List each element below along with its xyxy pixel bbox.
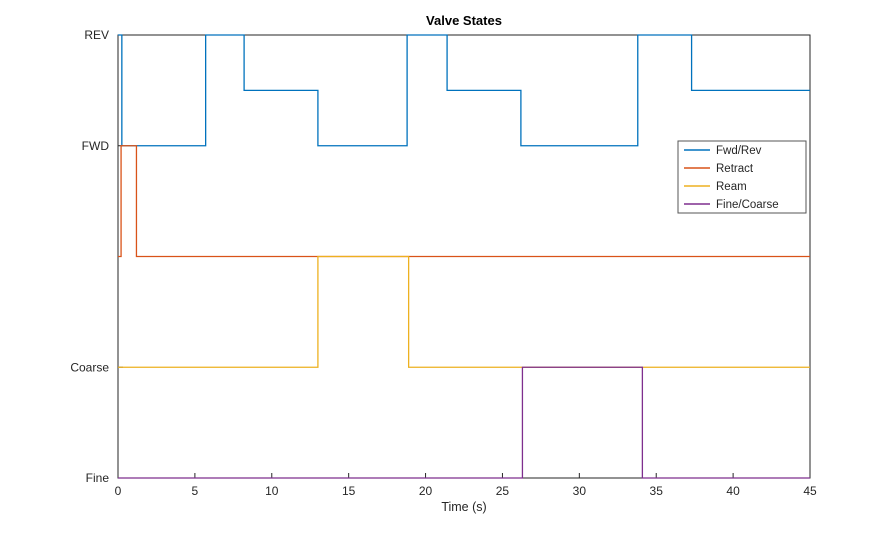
x-tick-label: 15	[342, 484, 356, 498]
series-line-retract	[118, 145, 810, 258]
legend-box	[677, 140, 807, 214]
chart-title: Valve States	[426, 13, 502, 28]
x-tick-label: 5	[192, 484, 199, 498]
x-axis-label: Time (s)	[441, 500, 487, 514]
x-tick-label: 0	[115, 484, 122, 498]
x-tick-label: 20	[419, 484, 433, 498]
y-tick-label: Fine	[86, 471, 110, 485]
series-line-fine-coarse	[118, 366, 810, 479]
series-line-fwd-rev	[118, 34, 810, 147]
legend-item-label: Fwd/Rev	[716, 145, 762, 157]
y-tick-label: FWD	[82, 139, 110, 153]
x-tick-label: 10	[265, 484, 279, 498]
legend-item-label: Retract	[716, 163, 754, 175]
x-tick-label: 30	[573, 484, 587, 498]
legend-item-label: Fine/Coarse	[716, 199, 779, 211]
x-tick-label: 40	[726, 484, 740, 498]
x-tick-label: 25	[496, 484, 510, 498]
y-tick-label: Coarse	[70, 360, 109, 374]
y-tick-label: REV	[84, 28, 109, 42]
series-line-ream	[118, 255, 810, 368]
x-tick-label: 35	[650, 484, 664, 498]
legend-item-label: Ream	[716, 181, 747, 193]
x-tick-label: 45	[803, 484, 817, 498]
